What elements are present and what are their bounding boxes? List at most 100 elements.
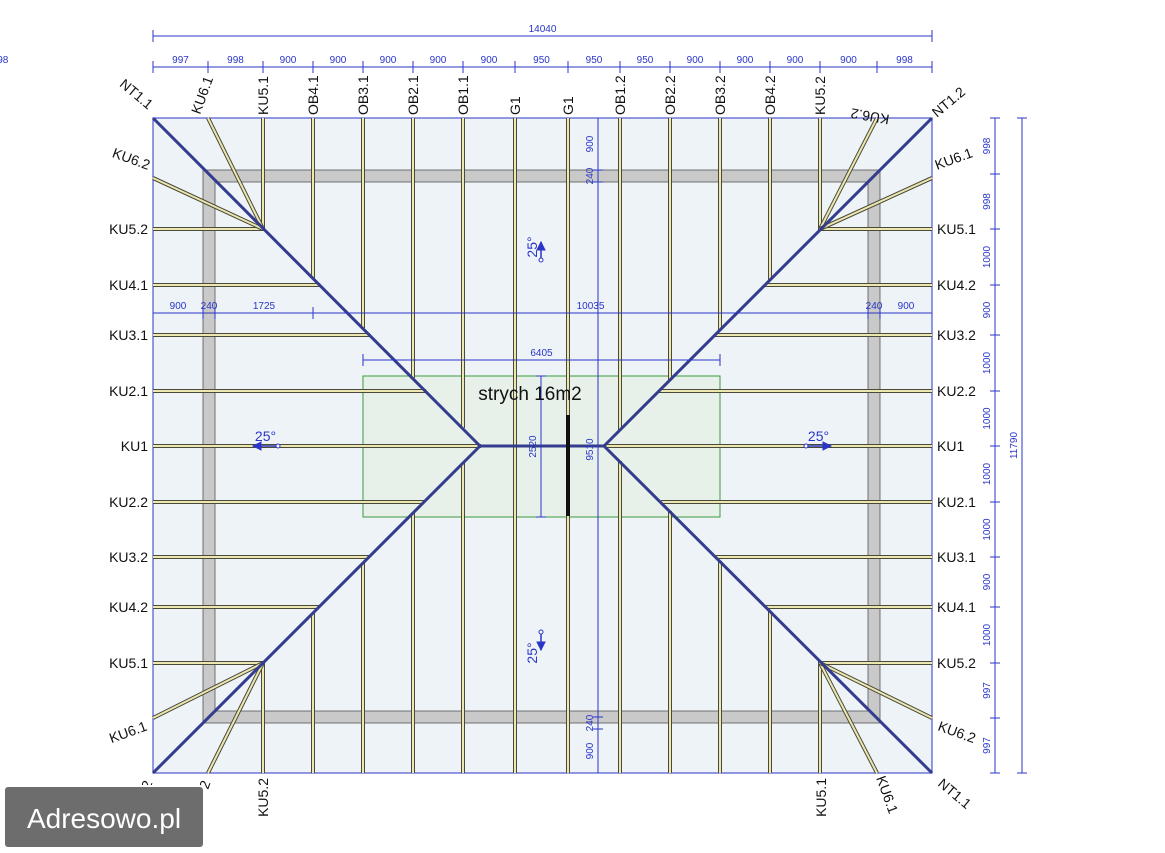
hip (151, 116, 482, 448)
dim-label: 1000 (982, 462, 993, 485)
rafter-label: KU5.1 (109, 655, 148, 671)
rafter-label: OB4.1 (305, 75, 321, 115)
dim-label: 900 (430, 55, 447, 66)
rafter (819, 177, 933, 230)
rafter-label: OB3.2 (712, 75, 728, 115)
rafter-label: KU4.1 (937, 599, 976, 615)
dim-label: 1000 (982, 407, 993, 430)
rafter-label: KU5.1 (937, 221, 976, 237)
rafter-label: NT1.1 (117, 76, 157, 113)
dim-label: 998 (0, 55, 9, 66)
slope-label: 25° (255, 428, 276, 444)
dim-label: 998 (227, 55, 244, 66)
dim-label: 2520 (528, 435, 539, 458)
dim-label: 900 (687, 55, 704, 66)
rafter (819, 117, 878, 230)
dim-label: 950 (637, 55, 654, 66)
rafter-label: KU3.2 (937, 327, 976, 343)
rafter-label: OB1.2 (612, 75, 628, 115)
rafter-label: KU1 (121, 438, 148, 454)
rafter-label: KU6.1 (188, 74, 216, 116)
rafter-label: KU4.2 (109, 599, 148, 615)
rafter-label: KU6.2 (849, 105, 890, 128)
rafter (819, 662, 878, 774)
rafter-label: OB3.1 (355, 75, 371, 115)
dim-label: 900 (585, 135, 596, 152)
arrow-head (536, 641, 546, 652)
hips (151, 116, 934, 775)
dim-label: 1000 (982, 623, 993, 646)
rafter-label: KU4.2 (937, 277, 976, 293)
dim-label: 240 (585, 167, 596, 184)
rafter-label: OB2.1 (405, 75, 421, 115)
dim-label: 900 (280, 55, 297, 66)
room-label: strych 16m2 (478, 384, 581, 405)
rafter-label: KU1 (937, 438, 964, 454)
rafter-label: NT1.2 (929, 83, 969, 120)
dim-label: 900 (982, 573, 993, 590)
rafter-label: KU5.1 (255, 76, 271, 115)
rafter-label: G1 (560, 96, 576, 115)
rafter-label: OB2.2 (662, 75, 678, 115)
dimensions (152, 30, 1027, 774)
dim-label: 900 (982, 301, 993, 318)
rafter-label: KU6.1 (873, 774, 901, 816)
watermark-box (3, 785, 205, 849)
hip (151, 444, 482, 775)
dim-label: 11790 (1009, 432, 1020, 460)
dim-label: 900 (585, 742, 596, 759)
arrow-head (822, 441, 833, 451)
dim-label: 950 (533, 55, 550, 66)
rafter (152, 662, 264, 719)
dim-label: 240 (201, 301, 218, 312)
rafter-label: KU2.1 (937, 494, 976, 510)
rafter-label: KU6.1 (107, 718, 149, 746)
dim-label: 998 (982, 137, 993, 154)
dim-label: 900 (380, 55, 397, 66)
dim-label: 900 (170, 301, 187, 312)
rafter (207, 117, 264, 230)
dim-label: 997 (982, 737, 993, 754)
dim-label: 900 (840, 55, 857, 66)
dim-label: 950 (586, 55, 603, 66)
dim-label: 240 (585, 714, 596, 731)
dim-label: 1000 (982, 518, 993, 541)
watermark: Adresowo.pl (27, 803, 181, 834)
dim-label: 900 (481, 55, 498, 66)
rafter-label: KU3.1 (937, 549, 976, 565)
dim-label: 998 (982, 193, 993, 210)
rafter-label: KU2.2 (937, 383, 976, 399)
rafter-label: KU4.1 (109, 277, 148, 293)
dim-label: 10035 (577, 301, 605, 312)
dim-label: 240 (866, 301, 883, 312)
rafter-label: KU2.2 (109, 494, 148, 510)
rafter (207, 662, 264, 774)
dim-label: 900 (898, 301, 915, 312)
slope-label: 25° (808, 428, 829, 444)
arrow-head (536, 240, 546, 251)
dim-label: 997 (172, 55, 189, 66)
dim-label: 1725 (253, 301, 276, 312)
hip (602, 116, 934, 448)
dim-label: 1000 (982, 245, 993, 268)
slope-dot (275, 443, 281, 449)
dim-label: 900 (330, 55, 347, 66)
slope-label: 25° (524, 236, 540, 257)
dim-label: 998 (896, 55, 913, 66)
slope-label: 25° (524, 642, 540, 663)
slope-dot (538, 629, 544, 635)
hip (602, 444, 934, 775)
rafter-label: OB4.2 (762, 75, 778, 115)
rafter-label: KU3.1 (109, 327, 148, 343)
rafter-label: KU6.2 (936, 718, 978, 746)
arrow-head (251, 441, 262, 451)
rafter (152, 177, 264, 230)
rafter-label: OB1.1 (455, 75, 471, 115)
rafter-label: KU6.2 (110, 144, 152, 172)
rafter-label: KU5.2 (937, 655, 976, 671)
rafter (819, 662, 933, 719)
dim-label: 1000 (982, 351, 993, 374)
dim-label: 900 (787, 55, 804, 66)
dim-label: 997 (982, 682, 993, 699)
dim-label: 900 (737, 55, 754, 66)
